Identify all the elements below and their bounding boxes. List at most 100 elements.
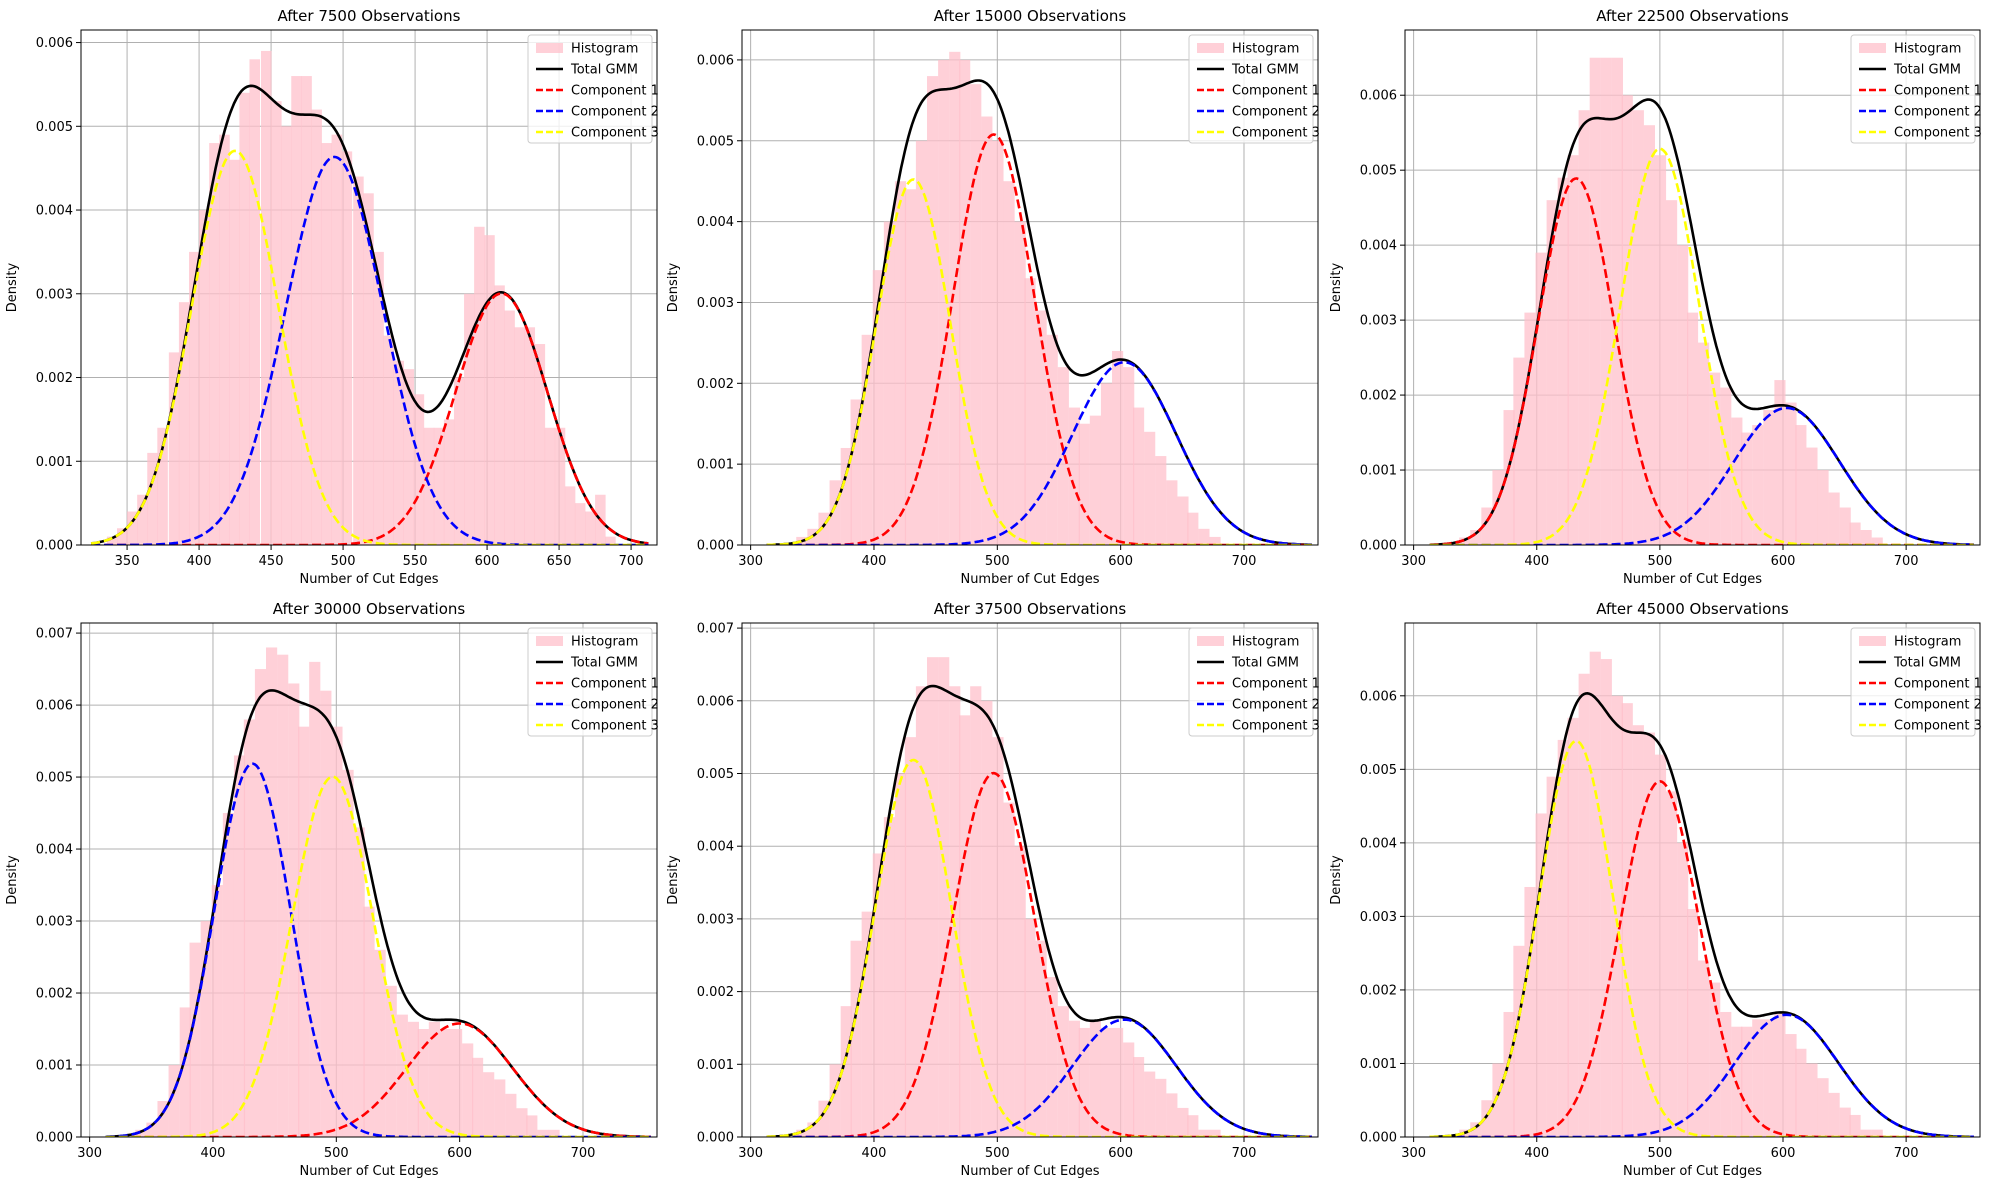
histogram-bar: [137, 494, 148, 545]
legend-label: Component 1: [1232, 677, 1320, 692]
histogram-bar: [1209, 1129, 1221, 1137]
legend-frame: [1850, 34, 1976, 144]
histogram-bar: [1643, 125, 1656, 545]
y-tick-label: 0.003: [1360, 314, 1397, 329]
y-tick-label: 0.001: [697, 458, 734, 473]
histogram-bar: [927, 657, 939, 1137]
y-tick-label: 0.001: [1360, 464, 1397, 479]
histogram-bar: [1600, 659, 1612, 1137]
histogram-bar: [1470, 530, 1482, 545]
x-tick-label: 700: [1232, 1146, 1257, 1161]
x-axis-label: Number of Cut Edges: [299, 572, 438, 587]
y-tick-label: 0.005: [1360, 763, 1397, 778]
histogram-bar: [453, 377, 465, 545]
y-tick-label: 0.006: [1360, 89, 1397, 104]
histogram-bar: [894, 773, 907, 1137]
histogram-bar: [423, 427, 435, 545]
plot-area: [766, 657, 1312, 1137]
x-tick-label: 500: [331, 554, 356, 569]
histogram-bar: [564, 486, 576, 545]
histogram-bar: [439, 1029, 452, 1137]
histogram-bar: [1785, 1034, 1797, 1137]
legend-label: Total GMM: [570, 63, 638, 78]
legend-label: Component 3: [571, 126, 659, 141]
histogram-bar: [157, 1101, 169, 1137]
histogram-bar: [1741, 1026, 1753, 1137]
legend-label: Total GMM: [1231, 656, 1299, 671]
component-2-line: [766, 360, 1312, 545]
histogram-bar: [1752, 425, 1764, 545]
legend-label: Component 3: [1894, 126, 1982, 141]
y-tick-label: 0.007: [697, 622, 734, 637]
component-3-line: [766, 178, 1312, 545]
histogram-bar: [1817, 1078, 1829, 1137]
x-tick-label: 400: [187, 554, 212, 569]
histogram-bar: [605, 536, 616, 545]
histogram-bar: [383, 335, 394, 545]
histogram-bar: [526, 1115, 538, 1137]
histogram-bar: [464, 293, 475, 545]
histogram-bar: [363, 906, 375, 1137]
histogram-bar: [1621, 703, 1633, 1137]
chart-title: After 22500 Observations: [1596, 7, 1789, 25]
component-1-line: [105, 1022, 651, 1137]
histogram-bar: [127, 511, 138, 545]
histogram-bar: [1849, 522, 1861, 545]
histogram-bar: [1720, 387, 1732, 545]
histogram-bar: [342, 769, 354, 1137]
histogram-bar: [850, 940, 862, 1137]
histogram-bar: [374, 949, 386, 1137]
histogram-bar: [1078, 423, 1090, 545]
histogram-bar: [271, 101, 282, 545]
histogram-bar: [199, 210, 210, 545]
histogram-bar: [1643, 732, 1656, 1137]
legend-label: Total GMM: [570, 656, 638, 671]
x-tick-label: 450: [259, 554, 284, 569]
histogram-bar: [353, 827, 365, 1137]
histogram-bar: [1177, 496, 1189, 545]
histogram-bar: [320, 690, 332, 1137]
histogram-bar: [1763, 410, 1775, 545]
histogram-bar: [1806, 447, 1818, 545]
legend-label: Histogram: [571, 42, 638, 57]
legend-swatch-histogram: [536, 636, 563, 646]
histogram-bar: [443, 419, 455, 545]
histogram-bar: [1578, 673, 1590, 1137]
legend-label: Histogram: [1894, 42, 1961, 57]
y-tick-label: 0.005: [697, 767, 734, 782]
histogram-bar: [915, 686, 928, 1137]
y-tick-label: 0.003: [36, 915, 73, 930]
y-tick-label: 0.005: [1360, 164, 1397, 179]
histogram-bar: [949, 51, 961, 545]
histogram-bar: [353, 176, 364, 545]
legend-label: Histogram: [1894, 635, 1961, 650]
y-tick-label: 0.004: [36, 843, 73, 858]
x-axis-label: Number of Cut Edges: [1623, 572, 1762, 587]
y-tick-label: 0.004: [1360, 836, 1397, 851]
plot-area: [766, 51, 1312, 545]
y-axis-label: Density: [666, 262, 681, 312]
y-tick-label: 0.005: [697, 134, 734, 149]
histogram-bar: [850, 399, 862, 545]
histogram-bar: [883, 817, 895, 1137]
histogram-bar: [363, 193, 374, 545]
y-tick-label: 0.003: [1360, 910, 1397, 925]
histogram-bar: [927, 76, 939, 545]
histogram-bar: [1546, 200, 1558, 545]
legend-label: Component 2: [1232, 698, 1320, 713]
chart-title: After 37500 Observations: [934, 600, 1127, 618]
histogram-bar: [373, 251, 384, 545]
x-tick-label: 500: [1647, 1146, 1672, 1161]
x-tick-label: 600: [1108, 1146, 1133, 1161]
histogram-bar: [840, 447, 852, 545]
histogram-bar: [861, 334, 873, 545]
component-3-line: [1429, 739, 1974, 1137]
histogram-bar: [1144, 1071, 1156, 1137]
histogram-bar: [403, 369, 415, 545]
histogram-bar: [254, 669, 267, 1137]
y-tick-label: 0.004: [1360, 239, 1397, 254]
histogram-bar: [407, 1021, 420, 1137]
histogram-bar: [807, 1122, 819, 1137]
legend-label: Histogram: [571, 635, 638, 650]
legend-label: Component 1: [1894, 677, 1982, 692]
